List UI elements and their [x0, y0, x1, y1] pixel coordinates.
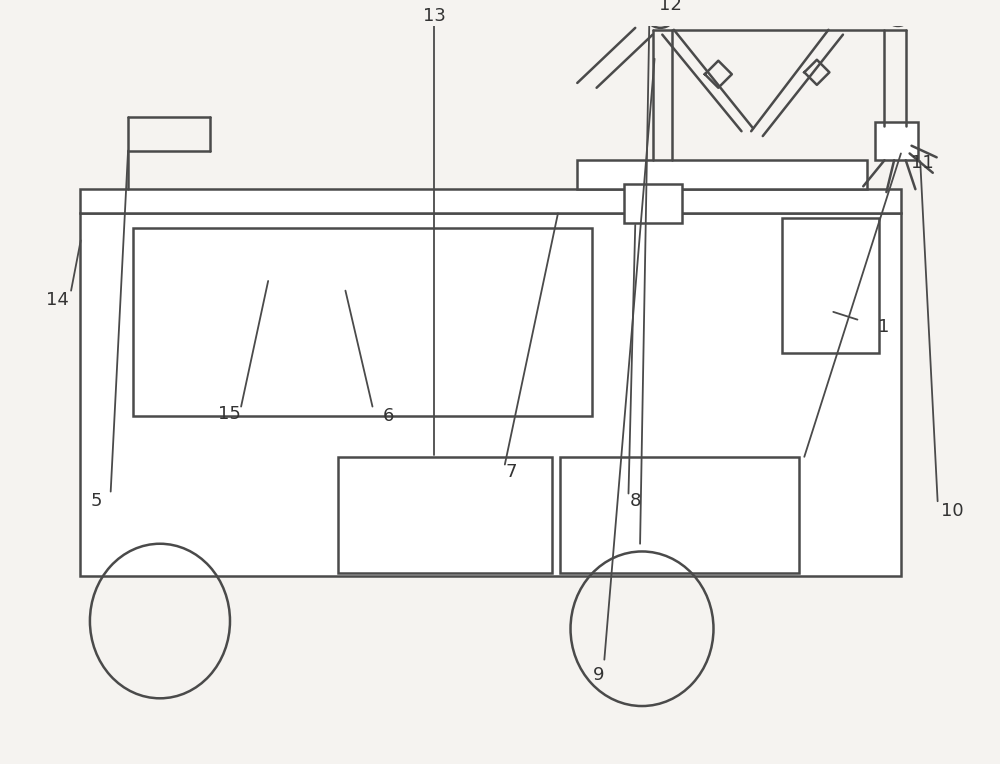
Text: 7: 7 [506, 463, 517, 481]
Text: 14: 14 [46, 291, 69, 309]
Bar [624, 184, 682, 223]
Bar [560, 457, 799, 573]
Text: 12: 12 [659, 0, 681, 14]
Text: 15: 15 [218, 405, 241, 423]
Text: 9: 9 [593, 666, 604, 684]
Bar [577, 160, 867, 189]
Bar [338, 457, 552, 573]
Text: 5: 5 [90, 492, 102, 510]
Bar [782, 219, 879, 354]
Bar [875, 121, 918, 160]
Text: 8: 8 [630, 492, 641, 510]
Text: 10: 10 [941, 502, 963, 520]
Bar [80, 213, 901, 575]
Bar [80, 189, 901, 213]
Text: 11: 11 [911, 154, 934, 172]
Bar [133, 228, 592, 416]
Text: 6: 6 [383, 407, 395, 426]
Text: 13: 13 [423, 8, 446, 25]
Text: 1: 1 [878, 319, 889, 336]
